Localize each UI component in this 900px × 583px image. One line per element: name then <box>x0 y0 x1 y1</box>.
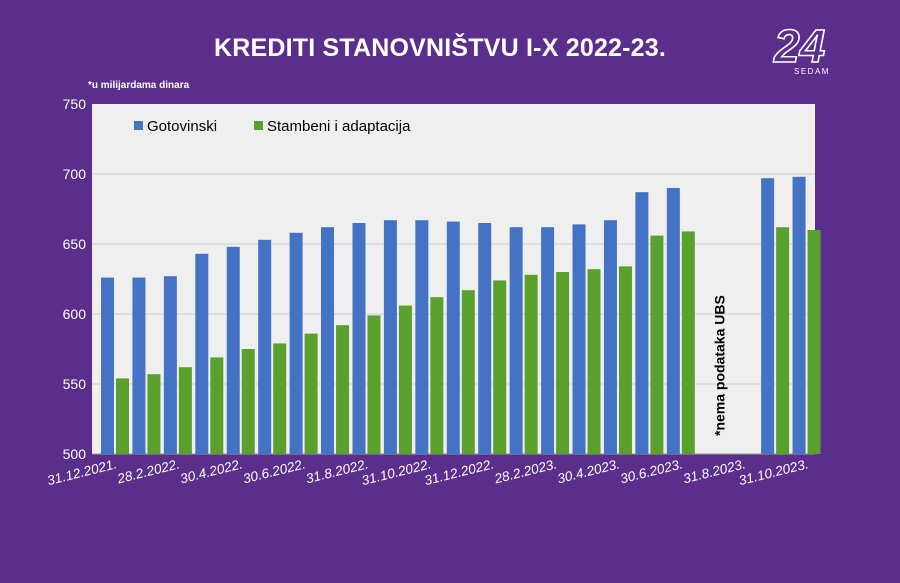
bar-stambeni <box>178 367 192 454</box>
x-tick-label: 30.4.2022. <box>179 456 245 486</box>
bar-gotovinski <box>541 227 555 454</box>
bar-gotovinski <box>509 227 523 454</box>
bar-stambeni <box>556 272 570 454</box>
y-tick-label: 650 <box>63 236 87 252</box>
y-tick-label: 500 <box>63 446 87 462</box>
bar-gotovinski <box>321 227 335 454</box>
bar-gotovinski <box>635 192 649 454</box>
bar-stambeni <box>461 290 475 454</box>
bar-gotovinski <box>761 178 775 454</box>
bar-gotovinski <box>383 220 397 454</box>
bar-stambeni <box>807 230 821 454</box>
bar-gotovinski <box>666 188 680 454</box>
logo-24-sedam: 24 SEDAM <box>772 22 830 76</box>
bar-gotovinski <box>352 223 366 454</box>
bar-stambeni <box>398 305 412 454</box>
y-tick-label: 750 <box>63 96 87 112</box>
logo-number: 24 <box>773 22 825 72</box>
bar-stambeni <box>304 333 318 454</box>
bar-stambeni <box>367 315 381 454</box>
bar-gotovinski <box>446 221 460 454</box>
x-tick-label: 28.2.2023. <box>492 456 559 486</box>
bar-gotovinski <box>195 253 209 454</box>
y-tick-label: 550 <box>63 376 87 392</box>
bar-stambeni <box>116 378 129 454</box>
bar-gotovinski <box>226 246 240 454</box>
x-tick-label: 28.2.2022. <box>115 456 182 486</box>
bar-stambeni <box>336 325 350 454</box>
bar-stambeni <box>147 374 161 454</box>
bar-gotovinski <box>603 220 617 454</box>
bar-gotovinski <box>792 176 806 455</box>
x-tick-label: 31.12.2022. <box>423 456 496 488</box>
units-note: *u milijardama dinara <box>88 80 190 91</box>
bar-stambeni <box>618 266 632 454</box>
legend-swatch <box>134 121 143 130</box>
x-tick-label: 31.8.2023. <box>682 456 748 486</box>
bar-stambeni <box>493 280 507 454</box>
x-tick-label: 31.10.2023. <box>737 456 810 488</box>
x-tick-label: 30.6.2023. <box>619 456 685 486</box>
bar-stambeni <box>587 269 601 454</box>
bar-gotovinski <box>163 276 177 454</box>
no-data-annotation: *nema podataka UBS <box>712 295 728 436</box>
bar-gotovinski <box>478 223 492 454</box>
bar-gotovinski <box>101 277 114 454</box>
legend-label: Stambeni i adaptacija <box>267 118 411 135</box>
bar-stambeni <box>650 235 664 454</box>
bar-stambeni <box>273 343 287 454</box>
x-tick-label: 31.8.2022. <box>304 456 370 486</box>
bar-stambeni <box>524 274 538 454</box>
bar-stambeni <box>241 349 255 454</box>
legend-label: Gotovinski <box>147 118 217 135</box>
x-tick-label: 30.4.2023. <box>556 456 622 486</box>
logo-subtext: SEDAM <box>794 67 830 76</box>
bar-stambeni <box>430 297 444 454</box>
x-tick-label: 31.10.2022. <box>360 456 433 488</box>
chart-title: KREDITI STANOVNIŠTVU I-X 2022-23. <box>213 34 667 62</box>
y-tick-label: 700 <box>63 166 87 182</box>
bar-gotovinski <box>415 220 429 454</box>
legend-swatch <box>254 121 263 130</box>
bar-gotovinski <box>258 239 272 454</box>
bar-gotovinski <box>289 232 303 454</box>
bar-stambeni <box>210 357 224 454</box>
y-tick-label: 600 <box>63 306 87 322</box>
bar-gotovinski <box>132 277 146 454</box>
bar-stambeni <box>681 231 695 454</box>
x-tick-label: 30.6.2022. <box>242 456 308 486</box>
bar-stambeni <box>776 227 790 454</box>
bar-gotovinski <box>572 224 586 454</box>
